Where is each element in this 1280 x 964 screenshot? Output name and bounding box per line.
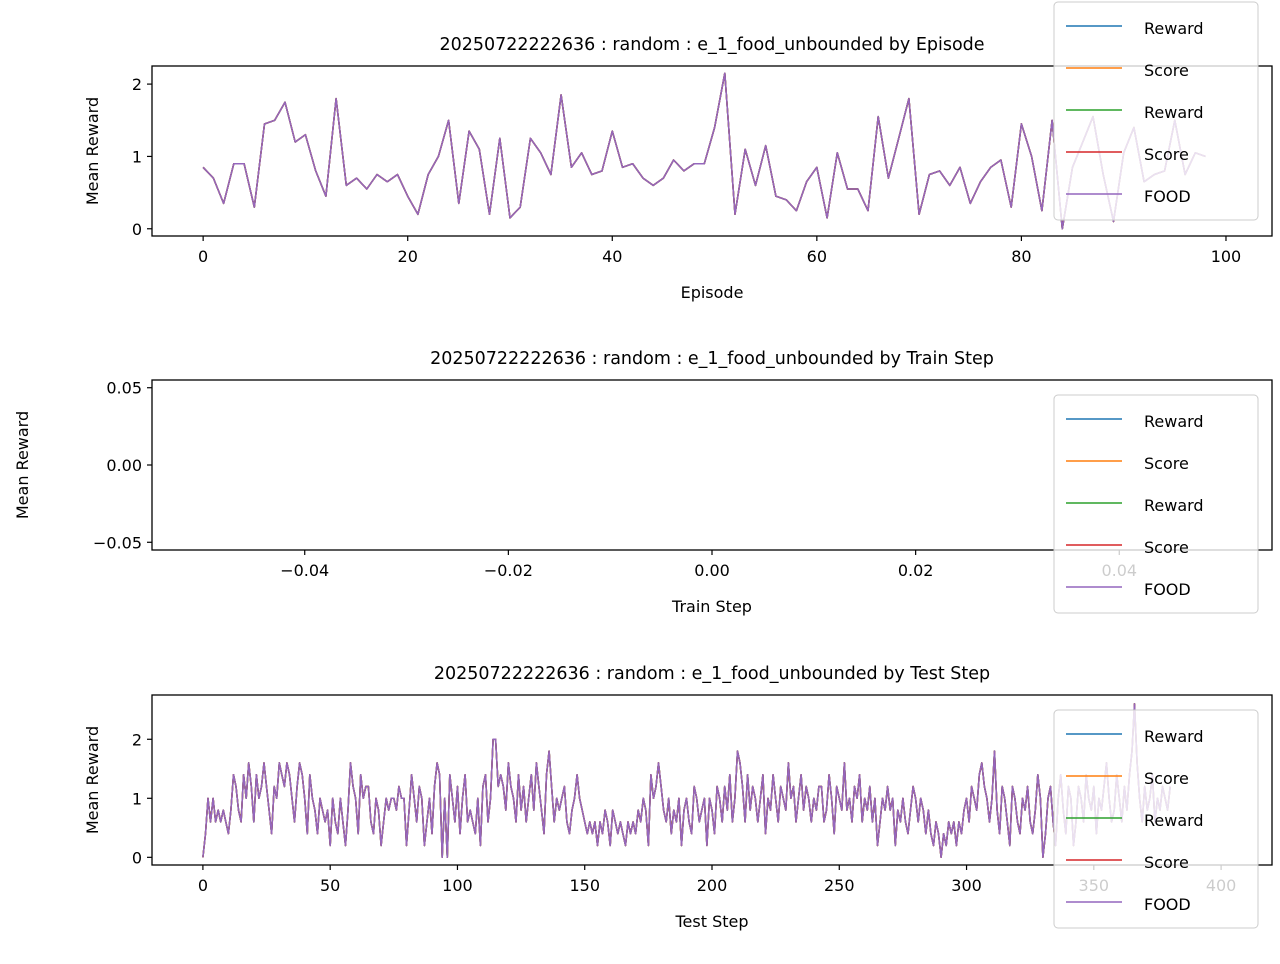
subplot-2: 20250722222636 : random : e_1_food_unbou… [13, 349, 1273, 616]
legend-box [1053, 709, 1259, 929]
x-tick-label: −0.04 [280, 561, 329, 580]
y-tick-label: 0.05 [106, 379, 142, 398]
x-tick-label: 0.00 [694, 561, 730, 580]
x-tick-label: −0.02 [484, 561, 533, 580]
series-line-reward-2 [202, 703, 1171, 859]
x-tick-label: 100 [442, 876, 473, 895]
y-tick-label: 2 [132, 730, 142, 749]
legend-label: Score [1144, 769, 1189, 788]
legend-label: Reward [1144, 811, 1204, 830]
chart-title: 20250722222636 : random : e_1_food_unbou… [439, 35, 984, 55]
legend-label: Score [1144, 454, 1189, 473]
y-tick-label: 1 [132, 789, 142, 808]
x-tick-label: 0.02 [898, 561, 934, 580]
x-tick-label: 20 [398, 247, 418, 266]
subplot-1: 20250722222636 : random : e_1_food_unbou… [83, 1, 1273, 302]
x-tick-label: 300 [951, 876, 982, 895]
x-axis-label: Episode [681, 283, 744, 302]
legend: Reward Score Reward Score FOOD [1053, 709, 1259, 929]
x-tick-label: 60 [807, 247, 827, 266]
x-tick-label: 200 [697, 876, 728, 895]
x-tick-label: 80 [1011, 247, 1031, 266]
x-tick-label: 0 [198, 876, 208, 895]
series-line-reward-0 [202, 703, 1171, 859]
y-tick-label: 2 [132, 75, 142, 94]
legend-label: FOOD [1144, 187, 1191, 206]
series-line-food-4 [202, 72, 1206, 230]
x-tick-label: 40 [602, 247, 622, 266]
subplot-3: 20250722222636 : random : e_1_food_unbou… [83, 664, 1273, 931]
chart-title: 20250722222636 : random : e_1_food_unbou… [430, 349, 994, 369]
y-axis-label: Mean Reward [83, 726, 102, 834]
series-line-score-3 [202, 703, 1171, 859]
y-tick-label: −0.05 [93, 533, 142, 552]
legend-label: Reward [1144, 103, 1204, 122]
legend-label: Reward [1144, 496, 1204, 515]
y-tick-label: 0 [132, 848, 142, 867]
y-tick-label: 0 [132, 220, 142, 239]
legend-label: Reward [1144, 19, 1204, 38]
legend-label: FOOD [1144, 895, 1191, 914]
legend-label: Reward [1144, 412, 1204, 431]
x-tick-label: 150 [569, 876, 600, 895]
series-line-score-1 [202, 703, 1171, 859]
y-axis-label: Mean Reward [13, 411, 32, 519]
legend-box [1053, 394, 1259, 614]
x-tick-label: 50 [320, 876, 340, 895]
legend-label: Reward [1144, 727, 1204, 746]
legend-label: Score [1144, 61, 1189, 80]
legend-label: Score [1144, 538, 1189, 557]
x-tick-label: 100 [1211, 247, 1242, 266]
x-tick-label: 0 [198, 247, 208, 266]
y-tick-label: 0.00 [106, 456, 142, 475]
axes-frame [151, 65, 1273, 237]
series-line-food-4 [202, 703, 1171, 859]
y-tick-label: 1 [132, 147, 142, 166]
legend: Reward Score Reward Score FOOD [1053, 394, 1259, 614]
chart-title: 20250722222636 : random : e_1_food_unbou… [434, 664, 990, 684]
legend: Reward Score Reward Score FOOD [1053, 1, 1259, 221]
legend-box [1053, 1, 1259, 221]
x-tick-label: 250 [824, 876, 855, 895]
y-axis-label: Mean Reward [83, 97, 102, 205]
legend-label: FOOD [1144, 580, 1191, 599]
x-axis-label: Train Step [671, 597, 752, 616]
legend-label: Score [1144, 145, 1189, 164]
legend-label: Score [1144, 853, 1189, 872]
x-axis-label: Test Step [674, 912, 748, 931]
